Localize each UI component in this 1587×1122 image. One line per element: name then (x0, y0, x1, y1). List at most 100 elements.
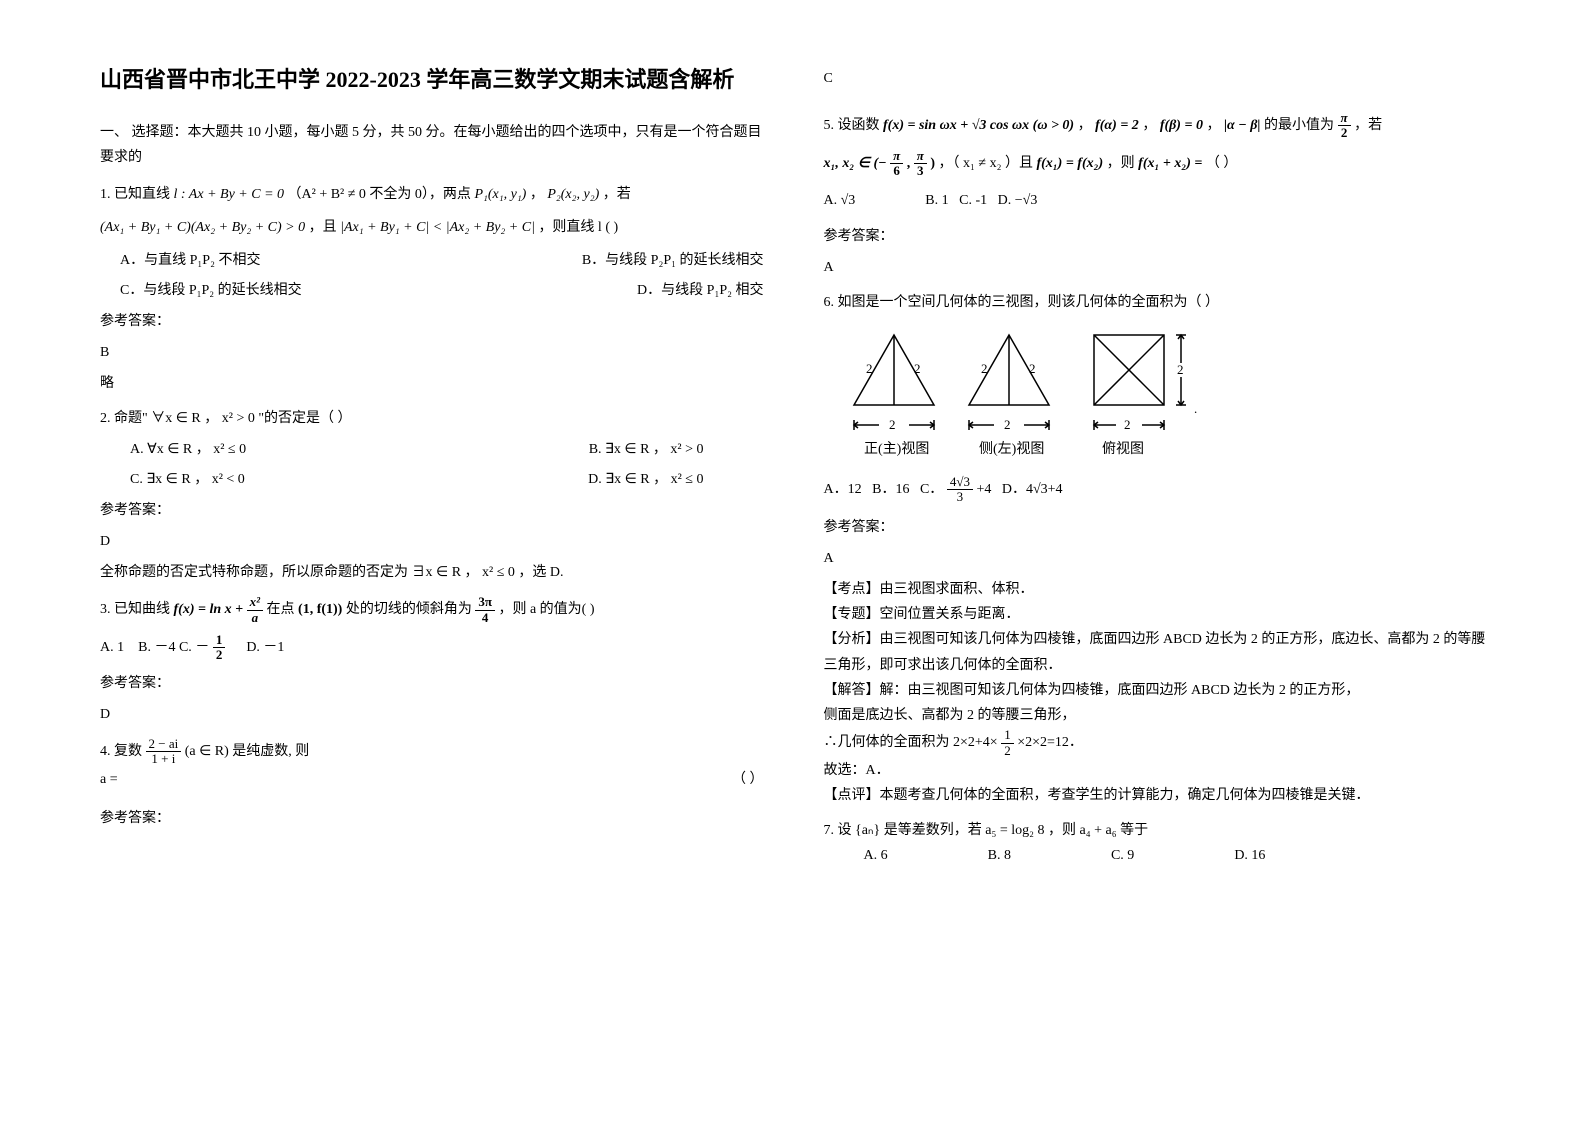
q5-optD: D. −√3 (998, 193, 1038, 208)
question-7: 7. 设 {aₙ} 是等差数列，若 a₅ = log₂ 8 ，则 a₄ + a₆… (824, 818, 1488, 868)
exam-page: 山西省晋中市北王中学 2022-2023 学年高三数学文期末试题含解析 一、 选… (0, 0, 1587, 919)
q3-optA: A. 1 (100, 640, 124, 655)
svg-text:2: 2 (914, 361, 921, 376)
q5-l2c: ，（ x₁ ≠ x₂ ）且 (939, 156, 1033, 171)
front-view-label: 正(主)视图 (864, 441, 929, 457)
right-column: C 5. 设函数 f(x) = sin ωx + √3 cos ωx (ω > … (824, 60, 1488, 879)
q6-stem: 6. 如图是一个空间几何体的三视图，则该几何体的全面积为（ ） (824, 290, 1488, 315)
frac-den: 2 (213, 648, 226, 662)
svg-text:2: 2 (1029, 361, 1036, 376)
page-title: 山西省晋中市北王中学 2022-2023 学年高三数学文期末试题含解析 (100, 60, 764, 100)
frac-den: 6 (890, 164, 903, 178)
q4-answer: C (824, 66, 1488, 91)
q1-eq: l : Ax + By + C = 0 (174, 187, 285, 202)
q4-cond: (a ∈ R) (185, 744, 229, 759)
frac-den: 2 (1338, 126, 1351, 140)
q7-text: ，则 (1048, 823, 1080, 838)
q3-frac: x² a (247, 595, 263, 625)
q3-optB: B. －4 (138, 640, 175, 655)
q7-optD: D. 16 (1234, 843, 1265, 868)
svg-text:2: 2 (1004, 417, 1011, 432)
q4-stem: 4. 复数 2 − ai 1 + i (a ∈ R) 是纯虚数, 则 (100, 737, 764, 767)
q5-l2a: x₁, x₂ ∈ (− (824, 156, 887, 171)
q1-answer: B (100, 340, 764, 365)
svg-text:.: . (1194, 401, 1197, 416)
q4-a: a = (100, 767, 118, 792)
frac-den: 4 (475, 611, 495, 625)
q6-optC-frac: 4√3 3 (947, 475, 973, 505)
q1-text: ， (530, 187, 544, 202)
q6-options: A．12 B．16 C． 4√3 3 +4 D．4√3+4 (824, 475, 1488, 505)
q5-optC: C. -1 (959, 193, 987, 208)
answer-label: 参考答案： (100, 806, 764, 831)
q7-optA: A. 6 (864, 843, 888, 868)
q6-analysis-7: 故选：A． (824, 758, 1488, 783)
q6-analysis-5: 侧面是底边长、高都为 2 的等腰三角形， (824, 703, 1488, 728)
q6-analysis-8: 【点评】本题考查几何体的全面积，考查学生的计算能力，确定几何体为四棱锥是关键． (824, 783, 1488, 808)
q2-optD: D. ∃x ∈ R ， x² ≤ 0 (588, 467, 703, 492)
q5-text: ， (1078, 118, 1092, 133)
q5-l2f: f(x₁ + x₂) = (1138, 156, 1202, 171)
answer-label: 参考答案： (100, 309, 764, 334)
q1-p2: P₂(x₂, y₂) (547, 187, 599, 202)
question-4: 4. 复数 2 − ai 1 + i (a ∈ R) 是纯虚数, 则 a = （… (100, 737, 764, 831)
q2-options-row1: A. ∀x ∈ R ， x² ≤ 0 B. ∃x ∈ R ， x² > 0 (130, 437, 764, 462)
q5-optA: A. √3 (824, 193, 856, 208)
q7-options: A. 6 B. 8 C. 9 D. 16 (864, 843, 1488, 868)
q4-frac: 2 − ai 1 + i (146, 737, 182, 767)
q4-line2: a = （ ） (100, 767, 764, 792)
q5-fa: f(α) = 2 (1095, 118, 1139, 133)
three-view-svg: 2 2 2 2 (844, 325, 1204, 465)
q1-optD: D．与线段 P₁P₂ 相交 (637, 278, 763, 303)
answer-label: 参考答案： (100, 671, 764, 696)
q1-text: （A² + B² ≠ 0 不全为 0），两点 (288, 187, 471, 202)
svg-text:2: 2 (889, 417, 896, 432)
q3-optC-pre: C. (179, 640, 192, 655)
q3-options: A. 1 B. －4 C. － 1 2 D. －1 (100, 633, 764, 663)
q5-text: ， (1206, 118, 1220, 133)
q3-text: 在点 (267, 602, 295, 617)
q7-text: 是等差数列，若 (884, 823, 986, 838)
q1-text: ，且 (309, 220, 337, 235)
q5-r1: π 6 (890, 149, 903, 179)
q6-optC-pre: C． (920, 482, 943, 497)
left-column: 山西省晋中市北王中学 2022-2023 学年高三数学文期末试题含解析 一、 选… (100, 60, 764, 879)
q7-optB: B. 8 (988, 843, 1011, 868)
q5-r2: π 3 (914, 149, 927, 179)
q5-text: ， (1142, 118, 1156, 133)
q5-l2b: ) (930, 156, 935, 171)
q2-answer: D (100, 529, 764, 554)
q3-optD: D. －1 (246, 640, 284, 655)
q2-options-row2: C. ∃x ∈ R ， x² < 0 D. ∃x ∈ R ， x² ≤ 0 (130, 467, 764, 492)
q1-stem-line1: 1. 已知直线 l : Ax + By + C = 0 （A² + B² ≠ 0… (100, 182, 764, 207)
q5-text: 5. 设函数 (824, 118, 880, 133)
q5-options: A. √3 B. 1 C. -1 D. −√3 (824, 188, 1488, 213)
q2-optB: B. ∃x ∈ R ， x² > 0 (589, 437, 704, 462)
side-view-label: 侧(左)视图 (979, 441, 1044, 457)
svg-text:2: 2 (866, 361, 873, 376)
q1-note: 略 (100, 371, 764, 396)
q5-fx: f(x) = sin ωx + √3 cos ωx (ω > 0) (883, 118, 1074, 133)
q5-stem-line2: x₁, x₂ ∈ (− π 6 , π 3 ) ，（ x₁ ≠ x₂ ）且 f(… (824, 149, 1488, 179)
q1-text: 1. 已知直线 (100, 187, 170, 202)
q1-text: ，则直线 l ( ) (538, 220, 618, 235)
q3-angle: 3π 4 (475, 595, 495, 625)
q3-optC-frac: 1 2 (213, 633, 226, 663)
q5-stem-line1: 5. 设函数 f(x) = sin ωx + √3 cos ωx (ω > 0)… (824, 111, 1488, 141)
q1-options-row1: A．与直线 P₁P₂ 不相交 B．与线段 P₂P₁ 的延长线相交 (120, 248, 764, 273)
frac-num: 3π (475, 595, 495, 610)
q3-text: ，则 a 的值为( ) (498, 602, 594, 617)
q1-stem-line2: (Ax₁ + By₁ + C)(Ax₂ + By₂ + C) > 0 ，且 |A… (100, 215, 764, 240)
q1-optB: B．与线段 P₂P₁ 的延长线相交 (582, 248, 764, 273)
q7-optC: C. 9 (1111, 843, 1134, 868)
q4-paren: （ ） (732, 767, 764, 792)
q6-optC-suf: +4 (976, 482, 991, 497)
q5-text: ，若 (1354, 118, 1382, 133)
frac-den: 3 (947, 490, 973, 504)
frac-den: 2 (1001, 744, 1014, 758)
svg-text:2: 2 (1124, 417, 1131, 432)
q6-analysis-2: 【专题】空间位置关系与距离． (824, 602, 1488, 627)
svg-text:2: 2 (981, 361, 988, 376)
q6-optB: B．16 (872, 482, 909, 497)
frac-num: x² (247, 595, 263, 610)
